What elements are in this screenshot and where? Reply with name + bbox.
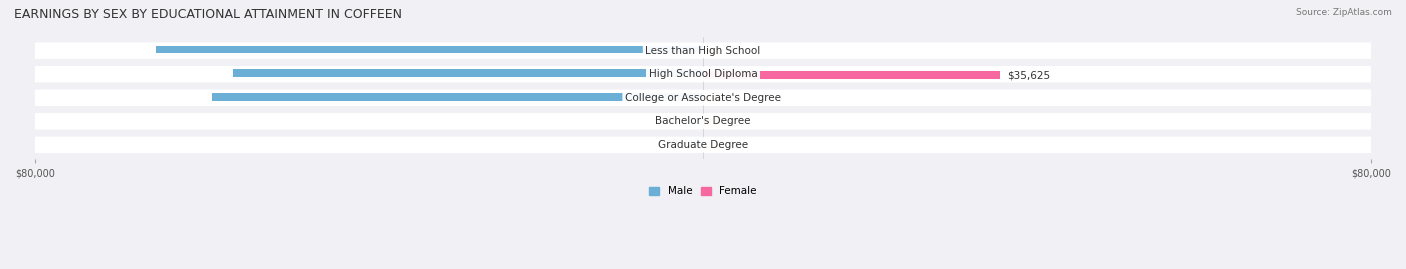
FancyBboxPatch shape bbox=[35, 66, 1371, 82]
Bar bbox=[686, 116, 703, 124]
Bar bbox=[703, 142, 720, 150]
FancyBboxPatch shape bbox=[35, 137, 1371, 153]
Text: $0: $0 bbox=[665, 139, 678, 149]
Text: Bachelor's Degree: Bachelor's Degree bbox=[655, 116, 751, 126]
Text: $35,625: $35,625 bbox=[1007, 70, 1050, 80]
FancyBboxPatch shape bbox=[35, 90, 1371, 106]
Text: $65,446: $65,446 bbox=[103, 45, 150, 55]
Bar bbox=[686, 140, 703, 148]
Bar bbox=[156, 46, 703, 54]
Legend: Male, Female: Male, Female bbox=[645, 182, 761, 200]
FancyBboxPatch shape bbox=[35, 43, 1371, 59]
Text: $0: $0 bbox=[728, 94, 741, 104]
Bar bbox=[233, 69, 703, 77]
Bar bbox=[703, 95, 720, 102]
Text: $0: $0 bbox=[728, 117, 741, 127]
Text: $58,750: $58,750 bbox=[157, 92, 205, 102]
Text: High School Diploma: High School Diploma bbox=[648, 69, 758, 79]
Text: Less than High School: Less than High School bbox=[645, 46, 761, 56]
Text: EARNINGS BY SEX BY EDUCATIONAL ATTAINMENT IN COFFEEN: EARNINGS BY SEX BY EDUCATIONAL ATTAINMEN… bbox=[14, 8, 402, 21]
FancyBboxPatch shape bbox=[35, 113, 1371, 130]
Text: Graduate Degree: Graduate Degree bbox=[658, 140, 748, 150]
Bar bbox=[703, 48, 720, 55]
Text: College or Associate's Degree: College or Associate's Degree bbox=[626, 93, 780, 103]
Text: Source: ZipAtlas.com: Source: ZipAtlas.com bbox=[1296, 8, 1392, 17]
Text: $0: $0 bbox=[728, 141, 741, 151]
Bar bbox=[212, 93, 703, 101]
Text: $56,250: $56,250 bbox=[179, 68, 226, 78]
Text: $0: $0 bbox=[728, 47, 741, 56]
Text: $0: $0 bbox=[665, 115, 678, 125]
Bar bbox=[703, 118, 720, 126]
Bar bbox=[703, 71, 1001, 79]
